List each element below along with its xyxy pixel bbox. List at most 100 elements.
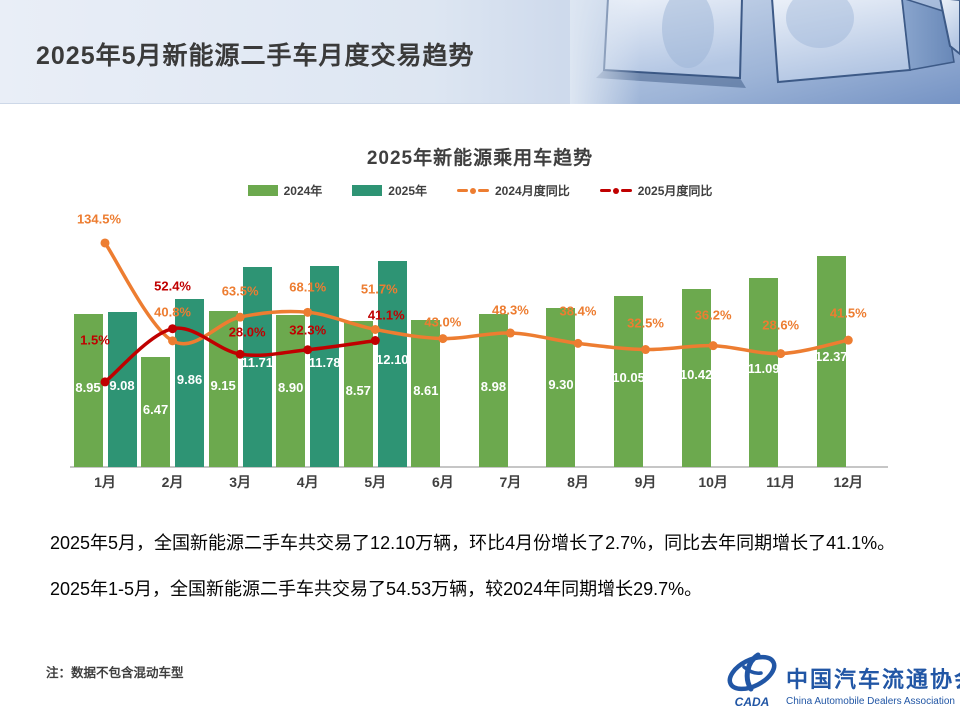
month-label: 6月: [431, 474, 454, 490]
trend-line-2024-yoy-label: 43.0%: [424, 314, 462, 330]
trend-line-2024-yoy-point: [843, 335, 853, 345]
trend-line-2025-yoy-label: 32.3%: [289, 322, 327, 338]
bar-2024: [681, 289, 711, 467]
trend-line-2024-yoy-point: [168, 336, 178, 346]
bar-value-label: 9.15: [210, 377, 236, 393]
bar-value-label: 11.71: [241, 355, 274, 371]
bar-2024: [411, 320, 441, 467]
bar-value-label: 10.42: [679, 366, 713, 382]
header-cubes-decoration: [570, 0, 960, 104]
bar-value-label: 9.08: [109, 378, 135, 394]
bar-value-label: 8.61: [413, 382, 439, 398]
bar-2024: [816, 256, 846, 467]
bar-value-label: 11.09: [747, 360, 780, 376]
trend-line-2024-yoy-point: [235, 312, 245, 322]
logo-name-en: China Automobile Dealers Association: [786, 696, 955, 707]
bar-value-label: 8.95: [75, 379, 101, 395]
page-title: 2025年5月新能源二手车月度交易趋势: [36, 42, 475, 70]
trend-line-2025-yoy-label: 1.5%: [80, 332, 110, 348]
chart-title: 2025年新能源乘用车趋势: [366, 148, 594, 169]
trend-line-2024-yoy-label: 134.5%: [76, 211, 122, 227]
month-label: 2月: [161, 474, 184, 490]
trend-line-2024-yoy-point: [100, 238, 110, 248]
bar-value-label: 8.90: [278, 380, 304, 396]
month-label: 8月: [567, 474, 589, 490]
month-label: 9月: [634, 474, 657, 490]
month-label: 5月: [364, 474, 387, 490]
legend-label: 2025月度同比: [637, 184, 713, 198]
bar-2024: [546, 308, 576, 467]
trend-line-2025-yoy: [103, 326, 378, 384]
month-label: 4月: [296, 474, 319, 490]
legend-label: 2025年: [388, 184, 427, 198]
legend-item-2025-bar: 2025年: [352, 182, 427, 199]
legend-label: 2024年: [283, 184, 323, 198]
trend-line-2025-yoy-point: [235, 349, 245, 359]
month-label: 11月: [766, 474, 796, 490]
trend-line-2024-yoy-point: [641, 345, 651, 355]
bar-value-label: 9.30: [548, 376, 574, 392]
bar-value-label: 12.10: [375, 351, 409, 367]
trend-line-2024-yoy-point: [438, 334, 448, 344]
trend-line-2024-yoy-label: 36.2%: [694, 307, 732, 323]
bar-2024: [141, 356, 171, 467]
month-label: 1月: [94, 474, 116, 490]
trend-line-2024-yoy-label: 38.4%: [559, 303, 597, 319]
bar-2024: [343, 320, 373, 467]
bar-2025: [175, 298, 205, 467]
summary-paragraph-ytd: 2025年1-5月，全国新能源二手车共交易了54.53万辆，较2024年同期增长…: [50, 579, 703, 599]
trend-line-2024-yoy-point: [370, 324, 380, 334]
trend-line-2024-yoy-label: 51.7%: [360, 281, 398, 297]
bar-2024: [73, 314, 103, 467]
bar-value-label: 11.78: [308, 354, 341, 370]
legend-label: 2024月度同比: [495, 184, 570, 198]
trend-line-2024-yoy: [103, 241, 851, 356]
trend-line-2024-yoy-point: [303, 307, 313, 317]
bar-2024: [276, 315, 306, 467]
legend-line-glyph-2025: [599, 187, 632, 194]
summary-paragraph-may: 2025年5月，全国新能源二手车共交易了12.10万辆，环比4月份增长了2.7%…: [50, 533, 896, 553]
bar-value-label: 8.98: [480, 379, 507, 395]
legend-swatch-2025: [352, 185, 383, 196]
bar-value-label: 8.57: [345, 383, 371, 399]
month-label: 7月: [499, 474, 522, 490]
trend-line-2024-yoy-label: 48.3%: [491, 302, 529, 318]
bar-value-label: 6.47: [142, 401, 169, 417]
bar-value-label: 12.37: [814, 349, 848, 365]
footnote: 注：数据不包含混动车型: [46, 666, 184, 680]
bar-2024: [614, 295, 644, 467]
trend-line-2024-yoy-label: 28.6%: [762, 317, 800, 333]
bar-value-label: 10.05: [612, 369, 645, 385]
trend-line-2024-yoy-label: 68.1%: [289, 279, 327, 295]
bar-2025: [107, 312, 137, 467]
trend-line-2024-yoy-point: [708, 341, 718, 351]
trend-line-2025-yoy-label: 52.4%: [154, 278, 191, 294]
trend-line-2025-yoy-label: 28.0%: [228, 324, 266, 340]
trend-line-2025-yoy-point: [303, 345, 313, 355]
trend-line-2025-yoy-point: [168, 324, 178, 334]
bar-2025: [242, 267, 272, 467]
month-label: 10月: [698, 474, 728, 490]
cada-emblem-icon: CADA: [727, 652, 777, 709]
trend-line-2025-yoy-point: [370, 336, 380, 346]
trend-line-2024-yoy-label: 32.5%: [627, 315, 664, 331]
logo-name-cn: 中国汽车流通协会: [786, 667, 960, 692]
trend-line-2025-yoy-label: 41.1%: [367, 307, 405, 323]
bar-2025: [377, 260, 407, 467]
month-label: 12月: [833, 474, 864, 490]
legend-line-glyph-2024: [457, 187, 489, 194]
legend-item-2025-line: 2025月度同比: [599, 182, 713, 199]
bar-2024: [208, 310, 238, 467]
bar-value-label: 9.86: [176, 371, 203, 387]
bar-2025: [310, 266, 340, 467]
legend-item-2024-line: 2024月度同比: [457, 182, 570, 199]
trend-line-2024-yoy-point: [505, 328, 515, 338]
x-axis-line: [70, 466, 888, 468]
chart-legend: 2024年 2025年 2024月度同比 2025月度同比: [0, 182, 960, 199]
bar-2024: [749, 277, 779, 467]
trend-line-2025-yoy-point: [100, 377, 110, 387]
trend-line-2024-yoy-label: 40.8%: [154, 304, 191, 320]
trend-line-2024-yoy-point: [573, 338, 583, 348]
